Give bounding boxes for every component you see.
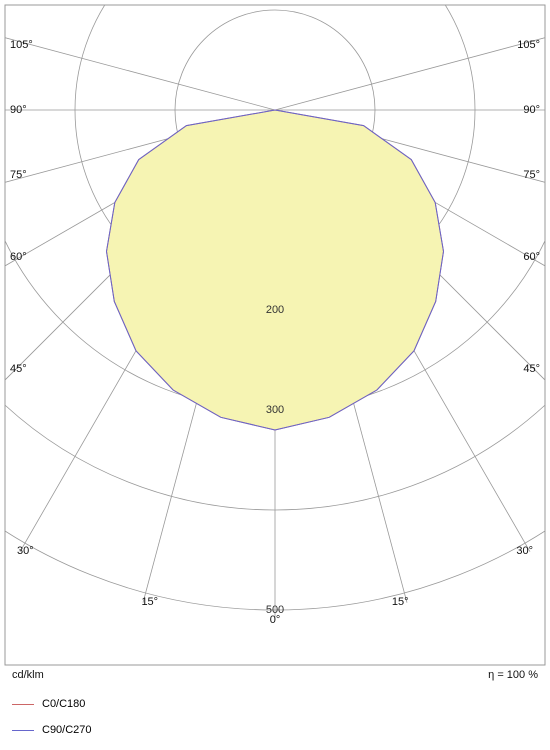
legend-c90: C90/C270 (12, 724, 538, 736)
angle-label: 15° (392, 596, 409, 608)
unit-label: cd/klm (12, 669, 44, 681)
ring-label: 200 (266, 304, 284, 316)
legend-label-c0: C0/C180 (42, 698, 85, 710)
angle-label: 45° (10, 363, 27, 375)
angle-label: 30° (17, 545, 34, 557)
angle-label: 90° (10, 104, 27, 116)
angle-label: 30° (516, 545, 533, 557)
angle-label: 45° (523, 363, 540, 375)
ring-label: 300 (266, 404, 284, 416)
legend-swatch-c90 (12, 730, 34, 731)
angle-label: 75° (10, 169, 27, 181)
legend-swatch-c0 (12, 704, 34, 705)
legend: C0/C180 C90/C270 (12, 698, 538, 736)
legend-c0: C0/C180 (12, 698, 538, 710)
angle-label: 0° (270, 614, 281, 626)
angle-label: 105° (517, 39, 540, 51)
chart-svg (0, 0, 550, 750)
angle-label: 60° (10, 251, 27, 263)
angle-label: 60° (523, 251, 540, 263)
angle-label: 15° (141, 596, 158, 608)
angle-label: 105° (10, 39, 33, 51)
angle-label: 90° (523, 104, 540, 116)
unit-bar: cd/klm η = 100 % (12, 669, 538, 684)
photometric-polar-chart: 200300500105°90°75°60°45°30°15°0°15°30°4… (0, 0, 550, 750)
efficiency-label: η = 100 % (488, 669, 538, 681)
angle-label: 75° (523, 169, 540, 181)
legend-label-c90: C90/C270 (42, 724, 92, 736)
